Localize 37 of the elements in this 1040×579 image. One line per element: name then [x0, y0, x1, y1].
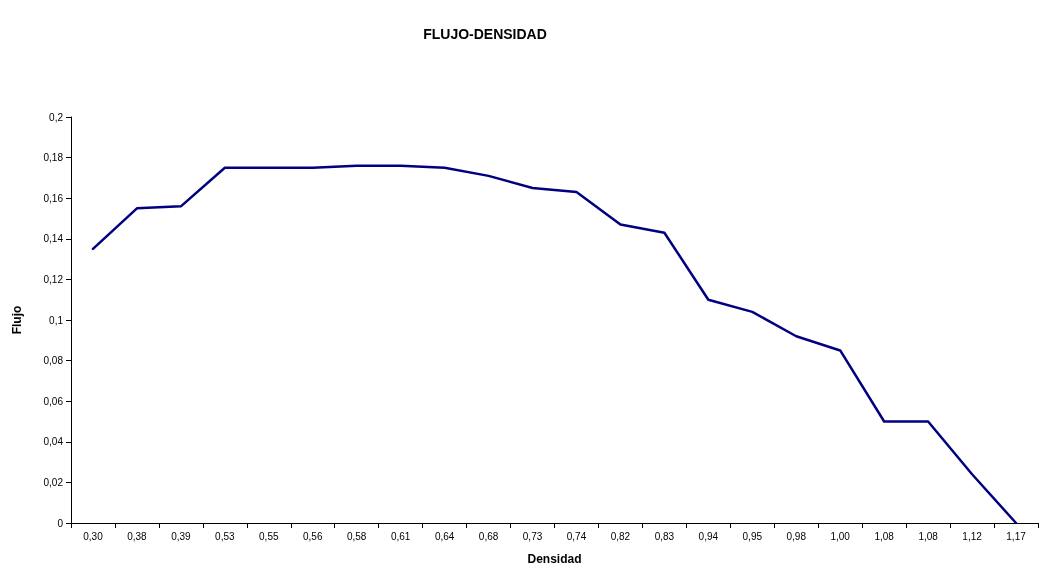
x-tick-label: 0,74 — [566, 530, 587, 542]
y-tick-label: 0,02 — [43, 476, 64, 488]
x-tick-label: 0,94 — [698, 530, 719, 542]
y-tick-label: 0 — [57, 517, 64, 529]
x-tick-label: 0,61 — [390, 530, 411, 542]
y-tick-label: 0,04 — [43, 436, 64, 448]
y-tick-label: 0,2 — [49, 111, 64, 123]
y-tick-label: 0,14 — [43, 233, 64, 245]
y-tick-label: 0,16 — [43, 192, 64, 204]
y-axis-title: Flujo — [10, 305, 24, 335]
x-tick-label: 0,83 — [654, 530, 675, 542]
x-tick-label: 1,00 — [830, 530, 851, 542]
x-tick-label: 0,98 — [786, 530, 807, 542]
x-tick-label: 0,82 — [610, 530, 631, 542]
y-tick-label: 0,12 — [43, 273, 64, 285]
x-tick-label: 0,58 — [346, 530, 367, 542]
x-tick-label: 0,95 — [742, 530, 763, 542]
x-tick-label: 1,08 — [918, 530, 939, 542]
x-tick-label: 0,73 — [522, 530, 543, 542]
y-tick-label: 0,08 — [43, 355, 64, 367]
y-tick-label: 0,18 — [43, 152, 64, 164]
y-tick-label: 0,06 — [43, 395, 64, 407]
x-tick-label: 1,17 — [1006, 530, 1027, 542]
x-tick-label: 0,56 — [303, 530, 323, 542]
x-tick-label: 0,55 — [259, 530, 279, 542]
x-tick-label: 0,39 — [171, 530, 192, 542]
x-tick-label: 0,53 — [215, 530, 236, 542]
x-axis-title: Densidad — [527, 552, 582, 566]
x-tick-label: 0,64 — [434, 530, 455, 542]
y-tick-label: 0,1 — [49, 314, 64, 326]
x-tick-label: 0,38 — [127, 530, 148, 542]
x-tick-label: 1,08 — [874, 530, 895, 542]
x-tick-label: 0,68 — [478, 530, 499, 542]
x-tick-label: 1,12 — [962, 530, 983, 542]
x-tick-label: 0,30 — [83, 530, 104, 542]
line-series — [91, 164, 1018, 525]
chart-title: FLUJO-DENSIDAD — [423, 26, 547, 42]
